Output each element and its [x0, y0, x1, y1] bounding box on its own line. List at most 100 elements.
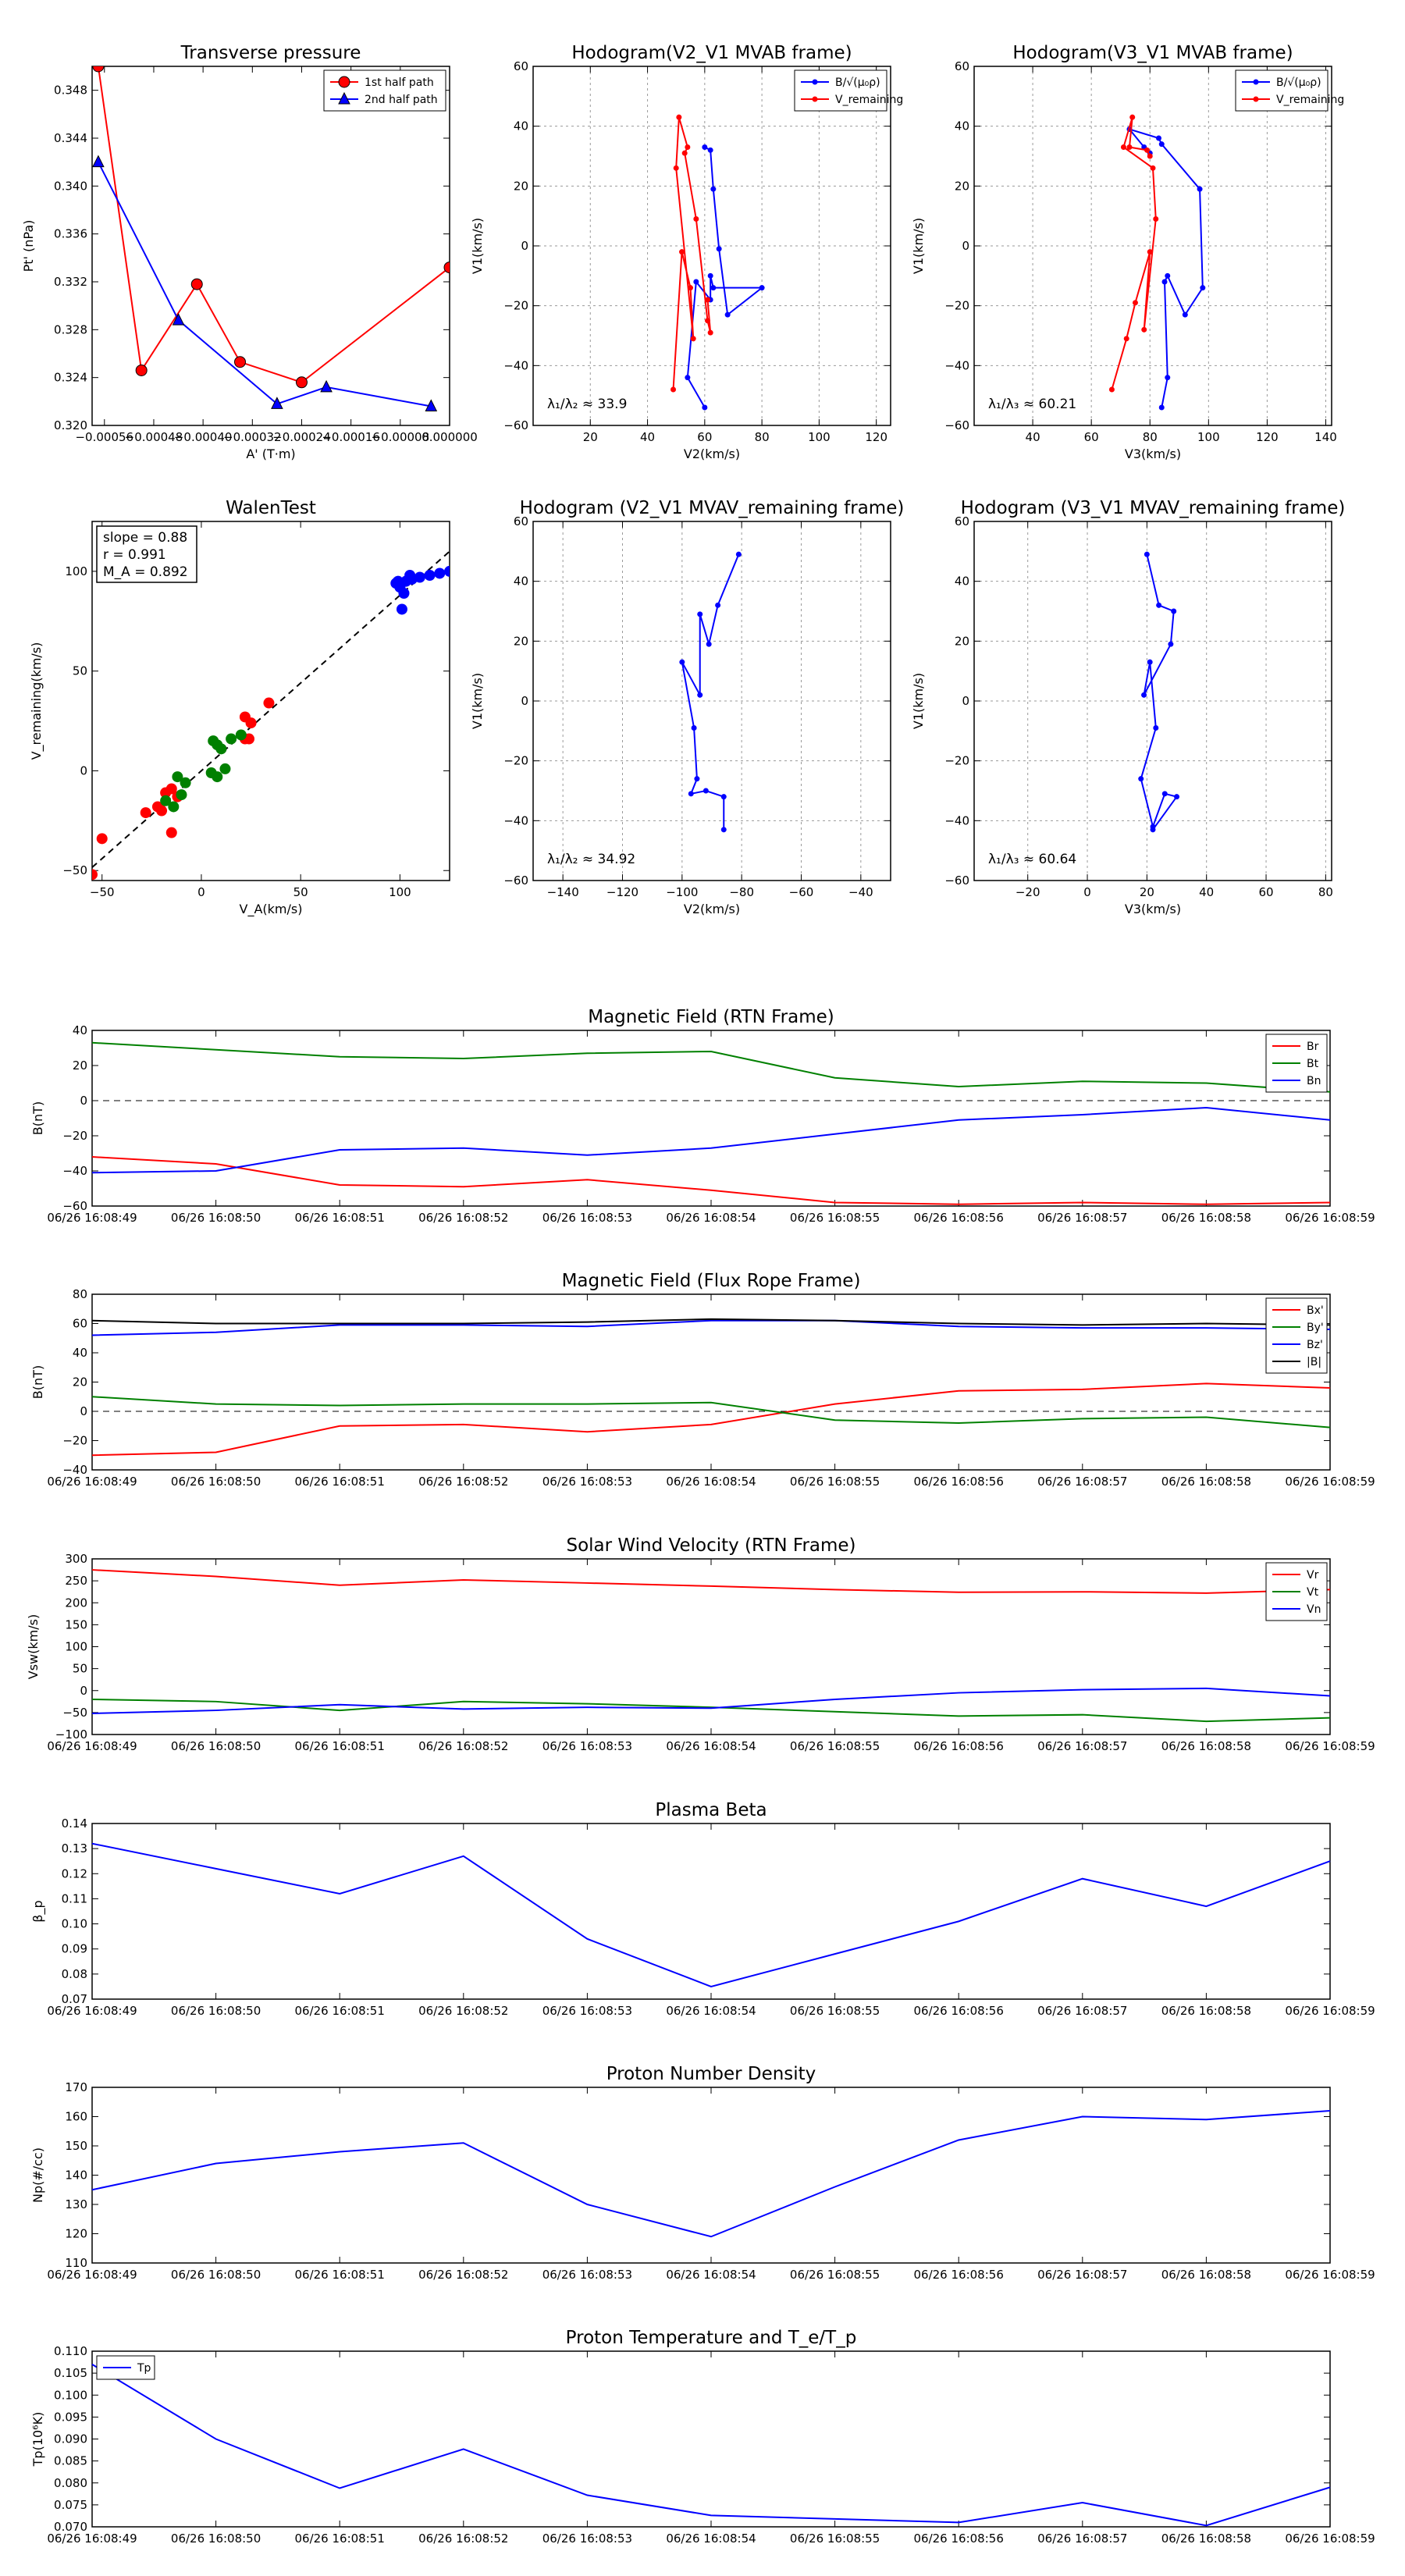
time-tick-label: 06/26 16:08:54 — [666, 1739, 756, 1753]
chart-walen-test: −50 0 50 100 −50 0 50 100 WalenTest V_A(km/s) V_re… — [29, 498, 450, 917]
time-tick-label: 06/26 16:08:59 — [1285, 1475, 1375, 1489]
legend-label: |B| — [1307, 1356, 1321, 1368]
data-point-red — [156, 805, 168, 817]
y-tick-label: 0 — [962, 239, 969, 253]
chart-title: Magnetic Field (Flux Rope Frame) — [562, 1271, 861, 1291]
legend-label: Vr — [1307, 1569, 1319, 1582]
time-tick-label: 06/26 16:08:56 — [914, 1211, 1004, 1225]
y-tick-label: 0.095 — [54, 2410, 87, 2424]
y-axis-label: V1(km/s) — [911, 673, 926, 729]
data-point — [1168, 641, 1174, 647]
data-point — [1141, 692, 1147, 698]
data-point-red — [96, 833, 108, 845]
data-point — [234, 356, 247, 368]
series-line-Vn — [91, 1687, 1331, 1714]
y-axis-label: Vsw(km/s) — [26, 1614, 41, 1679]
eigen-ratio-annotation: λ₁/λ₃ ≈ 60.64 — [988, 852, 1076, 867]
y-tick-label: 0 — [521, 694, 528, 708]
legend-label: Vn — [1307, 1603, 1321, 1616]
data-point — [1156, 135, 1162, 141]
data-point — [1153, 216, 1159, 222]
data-point — [693, 216, 699, 222]
y-tick-label: 100 — [65, 1640, 87, 1654]
data-point — [685, 144, 691, 150]
y-tick-label: 0.324 — [54, 371, 87, 385]
chart-plasma-beta: 0.07 0.08 0.09 0.10 0.11 0.12 0.13 0.14 Plasma B… — [30, 1800, 1375, 2018]
time-tick-label: 06/26 16:08:55 — [790, 2004, 880, 2018]
data-point — [673, 165, 679, 171]
chart-transverse-pressure: −0.00056−0.00048−0.00040−0.00032−0.00024… — [21, 43, 478, 461]
data-point — [1171, 608, 1177, 614]
y-tick-label: 0.344 — [54, 131, 87, 145]
time-tick-label: 06/26 16:08:52 — [418, 1475, 508, 1489]
time-tick-label: 06/26 16:08:49 — [47, 2532, 137, 2546]
x-tick-label: −0.00040 — [174, 430, 233, 444]
time-tick-label: 06/26 16:08:51 — [295, 1475, 385, 1489]
legend-marker — [1253, 79, 1259, 85]
y-tick-label: −60 — [62, 1199, 87, 1213]
data-point — [1147, 659, 1153, 665]
data-point — [1153, 725, 1159, 731]
series-line-|B| — [91, 1318, 1331, 1326]
legend-box — [794, 69, 887, 112]
data-point — [681, 150, 688, 156]
x-tick-label: 40 — [1199, 885, 1214, 899]
x-tick-label: 0 — [197, 885, 205, 899]
data-point — [688, 791, 694, 797]
data-point — [685, 375, 691, 381]
data-point — [676, 114, 682, 120]
data-point-green — [212, 771, 223, 783]
x-axis-label: V2(km/s) — [684, 902, 740, 916]
chart-title: WalenTest — [226, 498, 316, 518]
y-tick-label: 0 — [80, 1094, 87, 1108]
data-point-green — [215, 743, 227, 755]
y-tick-label: −100 — [55, 1727, 87, 1742]
time-tick-label: 06/26 16:08:58 — [1161, 1475, 1251, 1489]
time-tick-label: 06/26 16:08:49 — [47, 2268, 137, 2282]
chart-hodogram-v2-v1-mvav: −140 −120 −100 −80 −60 −40 −60 −40 −20 0 20 40 60Hod… — [470, 498, 904, 916]
time-tick-label: 06/26 16:08:58 — [1161, 2268, 1251, 2282]
chart-title: Proton Number Density — [606, 2064, 816, 2084]
time-tick-label: 06/26 16:08:51 — [295, 1211, 385, 1225]
plot-frame — [91, 521, 450, 881]
y-tick-label: 0.336 — [54, 227, 87, 241]
plot-frame — [532, 521, 891, 881]
data-point — [1174, 794, 1180, 800]
x-tick-label: 60 — [1258, 885, 1273, 899]
x-tick-label: −80 — [729, 885, 754, 899]
series-line-Vr — [91, 1569, 1331, 1594]
data-point — [1147, 153, 1153, 159]
legend-marker — [1253, 96, 1259, 102]
data-point-green — [168, 801, 180, 813]
plot-frame — [91, 1823, 1331, 2000]
chart-title: Magnetic Field (RTN Frame) — [588, 1007, 834, 1027]
y-tick-label: 150 — [65, 2139, 87, 2153]
y-tick-label: 0.100 — [54, 2388, 87, 2402]
y-tick-label: −60 — [503, 418, 528, 432]
time-tick-label: 06/26 16:08:52 — [418, 2268, 508, 2282]
y-tick-label: −20 — [62, 1129, 87, 1143]
data-point — [693, 279, 699, 285]
data-point — [679, 659, 685, 665]
x-tick-label: 0 — [1083, 885, 1091, 899]
y-axis-label: Pt' (nPa) — [21, 220, 36, 272]
x-tick-label: 60 — [1084, 430, 1099, 444]
data-point-green — [172, 771, 183, 783]
data-point — [295, 376, 308, 389]
y-axis-label: V_remaining(km/s) — [29, 642, 44, 760]
time-tick-label: 06/26 16:08:53 — [542, 1475, 632, 1489]
x-tick-label: −0.00016 — [322, 430, 380, 444]
data-point-blue — [444, 565, 450, 577]
data-point — [707, 272, 713, 279]
data-point-blue — [396, 603, 407, 615]
y-tick-label: 0.110 — [54, 2344, 87, 2358]
data-point — [720, 794, 727, 800]
y-tick-label: 0.11 — [62, 1891, 87, 1905]
chart-title: Hodogram (V3_V1 MVAV_remaining frame) — [961, 498, 1346, 518]
data-point — [1165, 272, 1171, 279]
plot-area — [1138, 551, 1180, 833]
y-tick-label: 20 — [73, 1059, 87, 1073]
x-tick-label: 140 — [1314, 430, 1337, 444]
y-tick-label: 0 — [521, 239, 528, 253]
time-tick-label: 06/26 16:08:52 — [418, 1211, 508, 1225]
